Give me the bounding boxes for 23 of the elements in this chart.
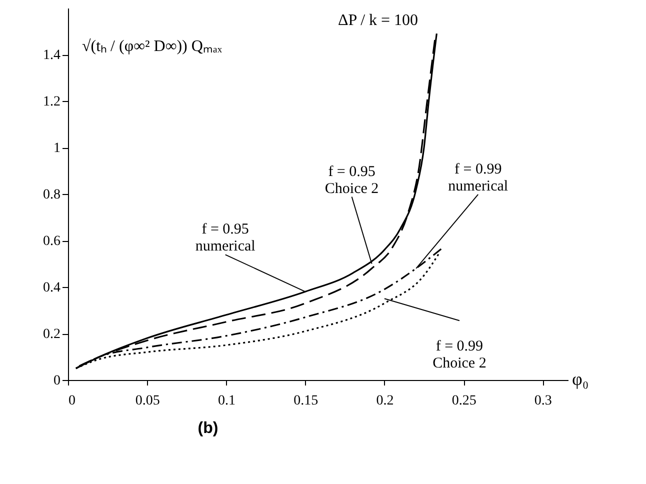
x-tick-label: 0.3 <box>534 394 552 408</box>
y-tick-label: 0.6 <box>43 234 60 249</box>
y-tick-label: 0.2 <box>43 327 60 342</box>
annotation: f = 0.99 numerical <box>448 161 508 194</box>
x-axis-title: φ₀ <box>572 369 589 389</box>
x-tick-label: 0.15 <box>294 394 318 408</box>
y-axis-title: √(tₕ / (φ∞² D∞)) Qₘₐₓ <box>82 38 222 55</box>
x-tick-label: 0.2 <box>376 394 394 408</box>
y-tick-label: 0.8 <box>43 188 60 202</box>
y-tick-label: 1.4 <box>43 48 60 63</box>
x-tick-label: 0.25 <box>452 394 476 408</box>
annotation: f = 0.95 Choice 2 <box>324 164 379 197</box>
text: (b) <box>198 420 218 437</box>
y-tick-label: 1.2 <box>43 94 60 110</box>
x-tick-label: 0.1 <box>218 394 236 408</box>
annotation: ΔP / k = 100 <box>338 12 418 29</box>
y-tick-label: 0.4 <box>43 280 60 296</box>
y-tick-label: 1 <box>54 141 60 156</box>
annotation: f = 0.95 numerical <box>195 222 256 255</box>
x-tick-label: 0 <box>68 394 76 408</box>
x-tick-label: 0.05 <box>135 394 160 408</box>
annotation: f = 0.99 Choice 2 <box>432 338 486 372</box>
y-tick-label: 0 <box>54 374 60 388</box>
